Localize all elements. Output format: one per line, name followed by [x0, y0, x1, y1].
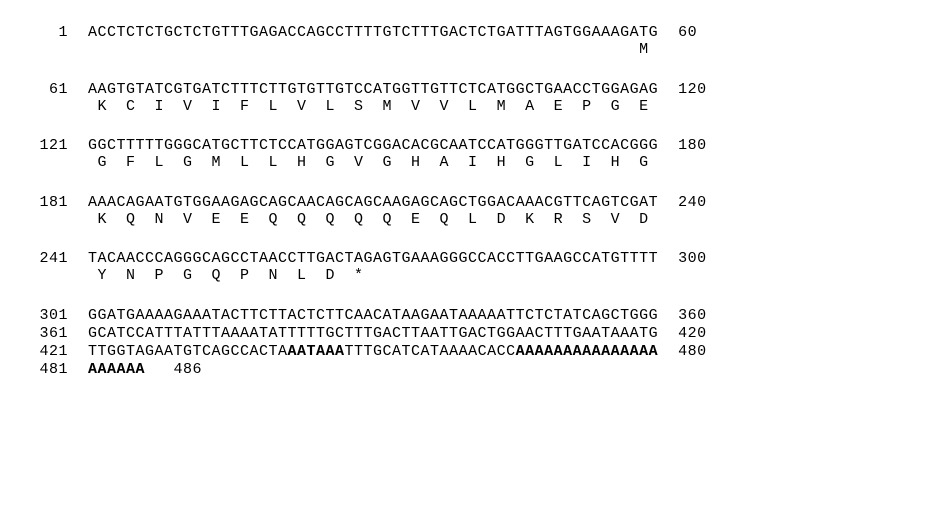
nucleotide-row: 361GCATCCATTTATTTAAAATATTTTTGCTTTGACTTAA…: [20, 325, 923, 342]
sequence-segment: TTGGTAGAATGTCAGCCACTA: [88, 343, 288, 360]
amino-acid-row: K C I V I F L V L S M V V L M A E P G E: [20, 98, 923, 115]
sequence-block: 241TACAACCCAGGGCAGCCTAACCTTGACTAGAGTGAAA…: [20, 250, 923, 285]
position-start: 301: [20, 307, 88, 324]
nucleotide-row: 121GGCTTTTTGGGCATGCTTCTCCATGGAGTCGGACACG…: [20, 137, 923, 154]
position-end: 180: [658, 137, 707, 154]
amino-acid-sequence: Y N P G Q P N L D *: [20, 267, 364, 284]
sequence-block: 181AAACAGAATGTGGAAGAGCAGCAACAGCAGCAAGAGC…: [20, 194, 923, 229]
position-start: 1: [20, 24, 88, 41]
motif-bold: AAAAAAAAAAAAAAA: [516, 343, 659, 360]
nucleotide-row: 181AAACAGAATGTGGAAGAGCAGCAACAGCAGCAAGAGC…: [20, 194, 923, 211]
position-start: 61: [20, 81, 88, 98]
position-end: 360: [658, 307, 707, 324]
sequence-segment: TTTGCATCATAAAACACC: [345, 343, 516, 360]
amino-acid-sequence: K C I V I F L V L S M V V L M A E P G E: [20, 98, 658, 115]
nucleotide-row: 1ACCTCTCTGCTCTGTTTGAGACCAGCCTTTTGTCTTTGA…: [20, 24, 923, 41]
position-start: 181: [20, 194, 88, 211]
position-start: 361: [20, 325, 88, 342]
nucleotide-row: 241TACAACCCAGGGCAGCCTAACCTTGACTAGAGTGAAA…: [20, 250, 923, 267]
nucleotide-sequence: AAACAGAATGTGGAAGAGCAGCAACAGCAGCAAGAGCAGC…: [88, 194, 658, 211]
amino-acid-sequence: G F L G M L L H G V G H A I H G L I H G: [20, 154, 658, 171]
sequence-block: 1ACCTCTCTGCTCTGTTTGAGACCAGCCTTTTGTCTTTGA…: [20, 24, 923, 59]
position-end-inline: 486: [145, 361, 202, 378]
nucleotide-sequence: AAAAAA: [88, 361, 145, 378]
nucleotide-sequence: GCATCCATTTATTTAAAATATTTTTGCTTTGACTTAATTG…: [88, 325, 658, 342]
nucleotide-sequence: GGCTTTTTGGGCATGCTTCTCCATGGAGTCGGACACGCAA…: [88, 137, 658, 154]
nucleotide-sequence: ACCTCTCTGCTCTGTTTGAGACCAGCCTTTTGTCTTTGAC…: [88, 24, 658, 41]
amino-acid-sequence: M: [20, 41, 658, 58]
amino-acid-row: Y N P G Q P N L D *: [20, 267, 923, 284]
position-start: 241: [20, 250, 88, 267]
position-end: 60: [658, 24, 697, 41]
nucleotide-sequence: GGATGAAAAGAAATACTTCTTACTCTTCAACATAAGAATA…: [88, 307, 658, 324]
position-end: 300: [658, 250, 707, 267]
amino-acid-sequence: K Q N V E E Q Q Q Q Q E Q L D K R S V D: [20, 211, 658, 228]
position-end: 240: [658, 194, 707, 211]
position-start: 421: [20, 343, 88, 360]
position-end: 120: [658, 81, 707, 98]
position-end: 480: [658, 343, 707, 360]
amino-acid-row: M: [20, 41, 923, 58]
sequence-block: 61AAGTGTATCGTGATCTTTCTTGTGTTGTCCATGGTTGT…: [20, 81, 923, 116]
sequence-segment: GGATGAAAAGAAATACTTCTTACTCTTCAACATAAGAATA…: [88, 307, 658, 324]
nucleotide-sequence: TTGGTAGAATGTCAGCCACTAAATAAATTTGCATCATAAA…: [88, 343, 658, 360]
nucleotide-row: 481AAAAAA 486: [20, 361, 923, 378]
position-start: 121: [20, 137, 88, 154]
nucleotide-row: 61AAGTGTATCGTGATCTTTCTTGTGTTGTCCATGGTTGT…: [20, 81, 923, 98]
amino-acid-row: K Q N V E E Q Q Q Q Q E Q L D K R S V D: [20, 211, 923, 228]
utr-block: 301GGATGAAAAGAAATACTTCTTACTCTTCAACATAAGA…: [20, 307, 923, 379]
motif-bold: AATAAA: [288, 343, 345, 360]
amino-acid-row: G F L G M L L H G V G H A I H G L I H G: [20, 154, 923, 171]
nucleotide-row: 301GGATGAAAAGAAATACTTCTTACTCTTCAACATAAGA…: [20, 307, 923, 324]
nucleotide-sequence: TACAACCCAGGGCAGCCTAACCTTGACTAGAGTGAAAGGG…: [88, 250, 658, 267]
nucleotide-row: 421TTGGTAGAATGTCAGCCACTAAATAAATTTGCATCAT…: [20, 343, 923, 360]
sequence-block: 121GGCTTTTTGGGCATGCTTCTCCATGGAGTCGGACACG…: [20, 137, 923, 172]
sequence-segment: GCATCCATTTATTTAAAATATTTTTGCTTTGACTTAATTG…: [88, 325, 658, 342]
position-end: 420: [658, 325, 707, 342]
position-start: 481: [20, 361, 88, 378]
nucleotide-sequence: AAGTGTATCGTGATCTTTCTTGTGTTGTCCATGGTTGTTC…: [88, 81, 658, 98]
motif-bold: AAAAAA: [88, 361, 145, 378]
